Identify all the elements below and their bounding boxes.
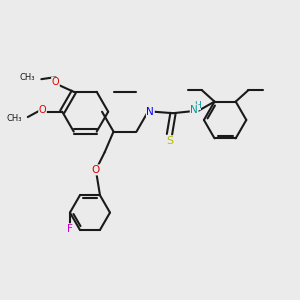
Text: O: O xyxy=(92,165,100,175)
Text: F: F xyxy=(67,224,73,234)
Text: N: N xyxy=(146,107,154,117)
Text: H: H xyxy=(194,101,200,110)
Text: O: O xyxy=(52,77,59,87)
Text: S: S xyxy=(166,136,173,146)
Text: CH₃: CH₃ xyxy=(20,73,35,82)
Text: O: O xyxy=(39,105,46,115)
Text: CH₃: CH₃ xyxy=(6,114,22,123)
Text: N: N xyxy=(190,105,198,115)
